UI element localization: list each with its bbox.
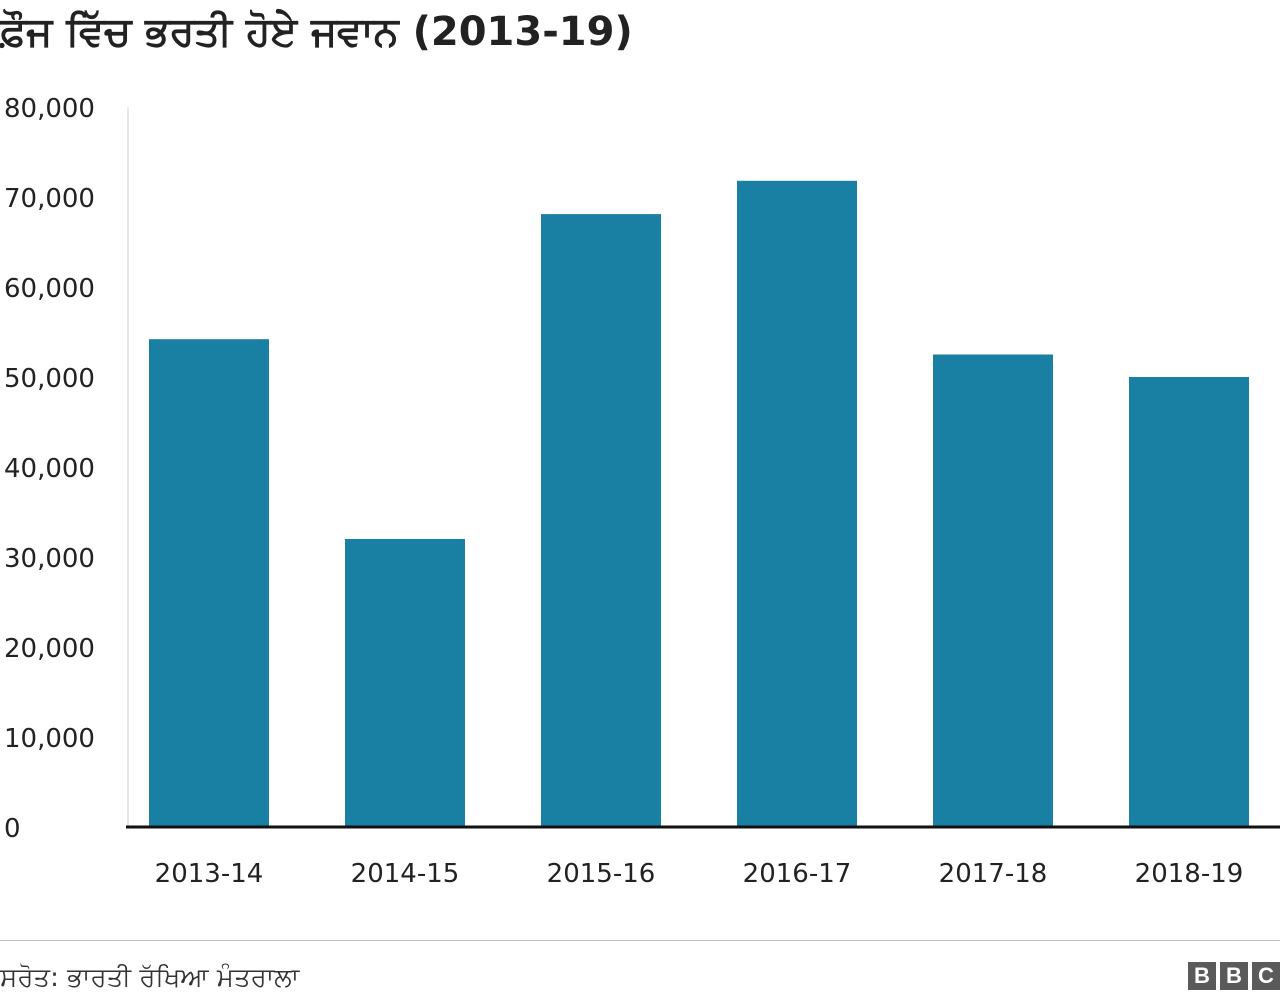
- x-tick-label: 2018-19: [1135, 859, 1244, 889]
- source-note: ਸਰੋਤ: ਭਾਰਤੀ ਰੱਖਿਆ ਮੰਤਰਾਲਾ: [0, 963, 300, 993]
- bars-group: [149, 180, 1249, 828]
- x-tick-label: 2017-18: [939, 859, 1048, 889]
- y-tick-label: 0: [4, 814, 21, 844]
- y-tick-label: 80,000: [4, 94, 95, 124]
- x-axis-ticks: 2013-14 2014-15 2015-16 2016-17 2017-18 2018-…: [155, 859, 1244, 889]
- bbc-logo-letter: B: [1188, 962, 1216, 990]
- bbc-logo-letter: B: [1220, 962, 1248, 990]
- bar: [345, 539, 465, 827]
- bar: [149, 339, 269, 827]
- x-tick-label: 2013-14: [155, 859, 264, 889]
- y-tick-label: 30,000: [4, 544, 95, 574]
- y-tick-label: 70,000: [4, 184, 95, 214]
- bbc-logo: B B C: [1188, 962, 1280, 990]
- bbc-logo-letter: C: [1252, 962, 1280, 990]
- y-tick-label: 60,000: [4, 274, 95, 304]
- bar: [1129, 377, 1249, 827]
- y-tick-label: 10,000: [4, 724, 95, 754]
- x-tick-label: 2014-15: [351, 859, 460, 889]
- bar: [933, 354, 1053, 827]
- x-tick-label: 2016-17: [743, 859, 852, 889]
- footer-divider: [0, 940, 1280, 941]
- y-tick-label: 50,000: [4, 364, 95, 394]
- y-tick-label: 20,000: [4, 634, 95, 664]
- bar-chart: 0 10,000 20,000 30,000 40,000 50,000 60,000 70,…: [4, 94, 1280, 889]
- x-tick-label: 2015-16: [547, 859, 656, 889]
- y-axis-ticks: 0 10,000 20,000 30,000 40,000 50,000 60,000 70,…: [4, 94, 95, 844]
- bar: [737, 180, 857, 828]
- bar: [541, 214, 661, 828]
- y-tick-label: 40,000: [4, 454, 95, 484]
- chart-title: ਫ਼ੌਜ ਵਿੱਚ ਭਰਤੀ ਹੋਏ ਜਵਾਨ (2013-19): [0, 9, 633, 55]
